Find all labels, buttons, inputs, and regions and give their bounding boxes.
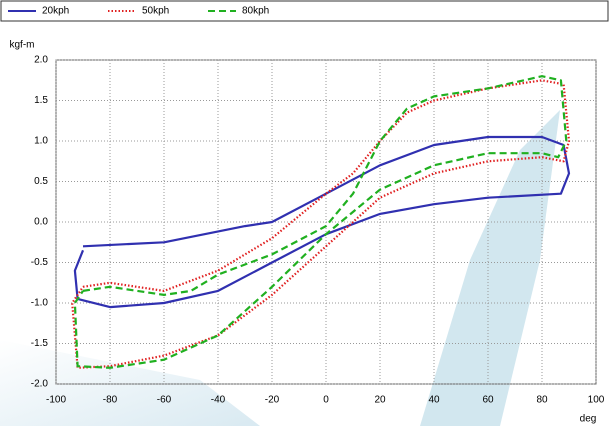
y-tick-label: -1.0 <box>31 298 49 309</box>
legend-label: 50kph <box>142 6 169 17</box>
x-tick-label: 100 <box>588 395 605 406</box>
x-tick-label: -100 <box>46 395 66 406</box>
x-axis-label: deg <box>580 414 597 425</box>
x-tick-label: 20 <box>374 395 386 406</box>
y-tick-label: -0.5 <box>31 257 49 268</box>
x-tick-label: 80 <box>536 395 548 406</box>
y-axis-label: kgf-m <box>10 40 35 51</box>
legend-box <box>1 1 608 21</box>
x-tick-label: 40 <box>428 395 440 406</box>
x-tick-label: 0 <box>323 395 329 406</box>
x-tick-label: -20 <box>265 395 280 406</box>
y-tick-label: 1.5 <box>34 95 48 106</box>
y-tick-label: 2.0 <box>34 55 48 66</box>
legend-label: 20kph <box>42 6 69 17</box>
y-tick-label: -1.5 <box>31 338 49 349</box>
y-tick-label: 0.5 <box>34 176 48 187</box>
x-tick-label: -80 <box>103 395 118 406</box>
legend-label: 80kph <box>242 6 269 17</box>
x-tick-label: 60 <box>482 395 494 406</box>
x-tick-label: -60 <box>157 395 172 406</box>
y-tick-label: 1.0 <box>34 136 48 147</box>
y-tick-label: -2.0 <box>31 379 49 390</box>
chart: kgf-m deg 2.0 1.5 1.0 0.5 0.0 -0.5 -1.0 -1.5 -2.… <box>0 0 610 426</box>
y-tick-label: 0.0 <box>34 217 48 228</box>
x-tick-label: -40 <box>211 395 226 406</box>
